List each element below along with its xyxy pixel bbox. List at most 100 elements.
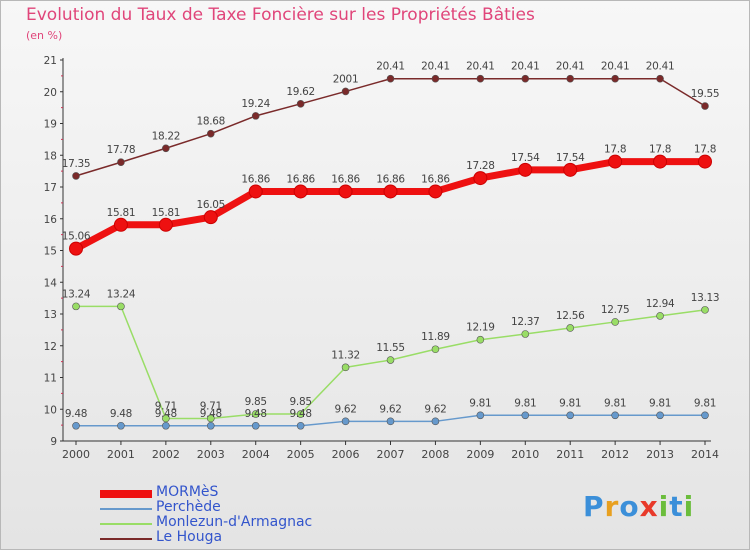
data-label-2-2: 9.71 [155, 400, 177, 412]
data-label-0-8: 16.86 [421, 173, 450, 185]
data-label-2-13: 12.94 [646, 298, 675, 310]
data-label-3-5: 19.62 [286, 86, 315, 98]
data-point-0-12 [608, 154, 623, 169]
data-point-1-13 [656, 411, 664, 420]
data-point-1-7 [386, 417, 395, 426]
data-label-0-10: 17.54 [511, 152, 540, 164]
data-label-3-2: 18.22 [152, 130, 181, 142]
data-point-2-6 [341, 363, 350, 372]
data-point-2-1 [117, 302, 125, 311]
data-point-3-0 [72, 172, 80, 180]
data-label-0-13: 17.8 [649, 144, 671, 156]
y-tick-label: 13 [44, 309, 57, 321]
data-label-1-13: 9.81 [649, 397, 671, 409]
data-point-3-6 [341, 87, 350, 96]
data-label-2-10: 12.37 [511, 316, 540, 328]
data-point-3-12 [611, 74, 619, 83]
data-point-1-0 [72, 421, 80, 430]
data-label-0-7: 16.86 [376, 173, 405, 185]
legend-label: Monlezun-d'Armagnac [156, 514, 313, 530]
data-point-1-1 [117, 421, 125, 430]
legend-label: Le Houga [156, 529, 223, 545]
data-point-0-6 [338, 184, 353, 199]
x-tick-label: 2012 [601, 448, 629, 461]
data-label-1-9: 9.81 [469, 397, 491, 409]
data-point-3-8 [431, 74, 440, 83]
y-tick-label: 9 [50, 436, 57, 448]
data-label-3-1: 17.78 [107, 144, 136, 156]
data-label-3-7: 20.41 [376, 61, 405, 73]
logo-letter: x [639, 490, 659, 523]
data-label-0-12: 17.8 [604, 144, 626, 156]
x-tick-label: 2010 [511, 448, 539, 461]
data-label-2-12: 12.75 [601, 304, 630, 316]
data-point-1-8 [431, 417, 440, 426]
data-point-2-10 [521, 330, 530, 338]
data-label-1-7: 9.62 [379, 403, 401, 415]
data-point-2-4 [251, 410, 260, 418]
data-point-0-3 [203, 210, 218, 225]
data-point-2-0 [72, 302, 80, 311]
data-label-1-5: 9.48 [290, 408, 312, 420]
legend-swatch [100, 490, 152, 498]
logo-letter: r [604, 490, 620, 523]
y-tick-label: 18 [44, 150, 57, 162]
x-tick-label: 2005 [287, 448, 315, 461]
data-point-2-8 [431, 345, 440, 354]
data-point-3-3 [206, 129, 215, 138]
data-label-2-0: 13.24 [62, 288, 91, 300]
data-point-0-5 [293, 184, 308, 199]
data-label-1-3: 9.48 [200, 408, 222, 420]
data-point-1-14 [701, 411, 709, 420]
data-label-3-8: 20.41 [421, 61, 450, 73]
data-label-3-3: 18.68 [197, 116, 226, 128]
data-point-2-2 [162, 414, 170, 423]
data-label-1-14: 9.81 [694, 397, 716, 409]
proxiti-logo: Proxiti [583, 490, 694, 523]
data-point-0-0 [69, 241, 83, 256]
data-point-0-1 [113, 217, 128, 232]
data-point-1-4 [251, 421, 260, 430]
data-label-0-6: 16.86 [331, 173, 360, 185]
data-point-1-9 [476, 411, 485, 420]
y-tick-label: 11 [44, 373, 57, 385]
data-label-1-8: 9.62 [424, 403, 446, 415]
data-point-2-14 [701, 306, 709, 314]
data-point-3-2 [162, 144, 170, 153]
legend-label: Perchède [156, 499, 221, 515]
y-tick-label: 12 [44, 341, 57, 353]
data-label-0-1: 15.81 [107, 207, 136, 219]
logo-letter: o [619, 490, 640, 523]
data-point-0-13 [653, 154, 668, 169]
y-tick-label: 14 [44, 277, 58, 289]
data-point-2-13 [656, 312, 664, 320]
data-point-1-2 [162, 421, 170, 430]
data-point-0-7 [383, 184, 398, 199]
x-tick-label: 2014 [691, 448, 719, 461]
y-tick-label: 19 [44, 119, 57, 131]
data-label-2-11: 12.56 [556, 310, 585, 322]
data-point-1-5 [296, 421, 305, 430]
data-point-0-10 [518, 162, 533, 177]
data-point-3-10 [521, 74, 530, 83]
x-tick-label: 2000 [62, 448, 90, 461]
data-point-0-9 [473, 171, 488, 186]
data-point-3-7 [386, 74, 395, 83]
data-label-0-14: 17.8 [694, 144, 716, 156]
legend-swatch [100, 508, 152, 510]
data-label-2-4: 9.85 [245, 396, 267, 408]
y-tick-label: 15 [44, 246, 57, 258]
data-point-2-7 [386, 356, 395, 364]
y-tick-label: 21 [44, 55, 57, 67]
data-point-1-11 [566, 411, 575, 420]
data-label-3-13: 20.41 [646, 61, 675, 73]
data-label-1-1: 9.48 [110, 408, 132, 420]
x-tick-label: 2009 [466, 448, 494, 461]
y-tick-label: 10 [44, 404, 57, 416]
chart-title: Evolution du Taux de Taxe Foncière sur l… [26, 5, 535, 25]
data-label-3-6: 2001 [333, 73, 359, 85]
legend-label: MORMèS [156, 484, 219, 500]
data-point-3-5 [296, 100, 305, 108]
x-tick-label: 2013 [646, 448, 674, 461]
